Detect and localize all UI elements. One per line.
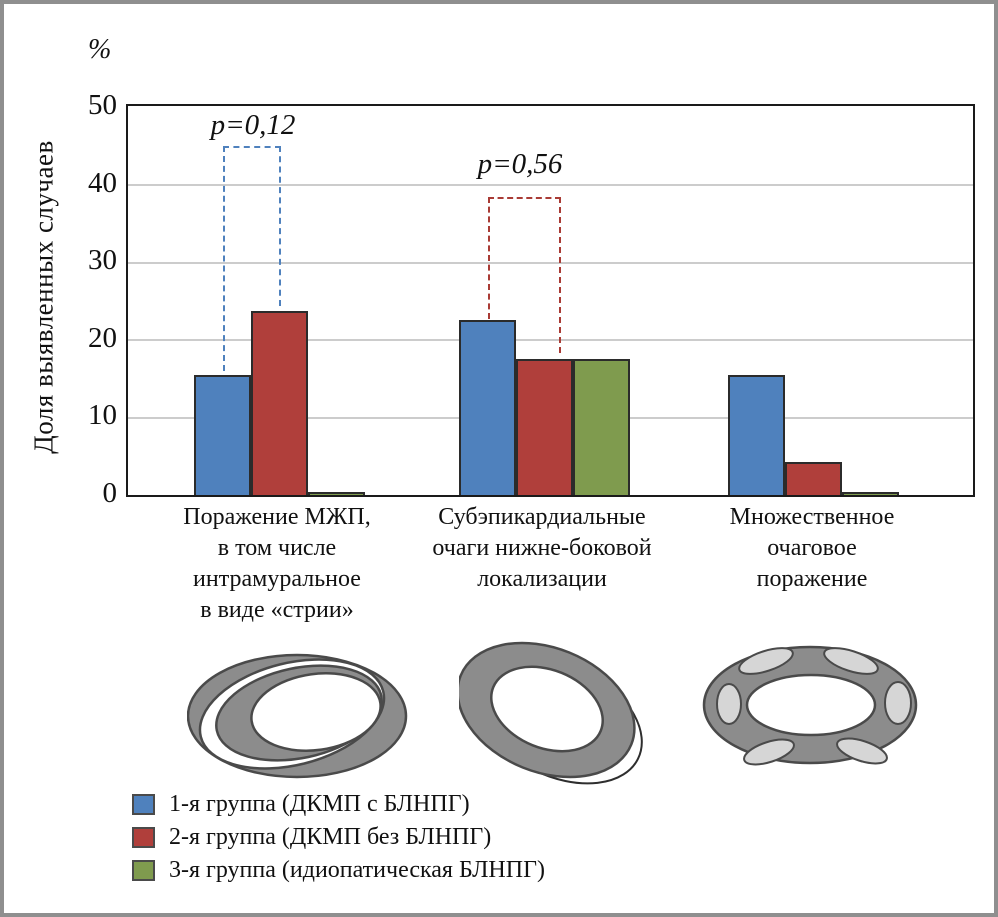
y-tick-0: 0: [102, 477, 118, 509]
bracket-1-right-leg: [279, 146, 281, 306]
y-tick-10: 10: [88, 399, 117, 431]
bar-series1-cat2: [459, 319, 516, 495]
legend-item-group2: 2-я группа (ДКМП без БЛНПГ): [132, 821, 545, 854]
legend-label-group3: 3-я группа (идиопатическая БЛНПГ): [169, 857, 545, 883]
y-tick-30: 30: [88, 244, 117, 276]
legend: 1-я группа (ДКМП с БЛНПГ) 2-я группа (ДК…: [132, 788, 545, 887]
y-tick-40: 40: [88, 167, 117, 199]
bracket-2-left-leg: [488, 197, 490, 319]
y-tick-20: 20: [88, 322, 117, 354]
bar-series2-cat3: [785, 461, 842, 495]
bracket-2-top: [488, 197, 561, 199]
septal-stria-diagram: [187, 653, 408, 779]
bar-series1-cat3: [728, 375, 785, 495]
bracket-1-top: [223, 146, 281, 148]
legend-item-group1: 1-я группа (ДКМП с БЛНПГ): [132, 788, 545, 821]
legend-swatch-group1: [132, 794, 155, 815]
bracket-1-left-leg: [223, 146, 225, 371]
legend-swatch-group2: [132, 827, 155, 848]
gridline-30: [128, 261, 973, 264]
multifocal-lesions-diagram: [702, 645, 918, 766]
bars-layer: [128, 106, 973, 495]
y-axis-unit: %: [88, 34, 112, 65]
legend-item-group3: 3-я группа (идиопатическая БЛНПГ): [132, 854, 545, 887]
p-value-1: p=0,12: [210, 109, 296, 141]
legend-swatch-group3: [132, 860, 155, 881]
gridline-20: [128, 339, 973, 342]
bar-series3-cat2: [573, 358, 630, 495]
bar-series3-cat1: [308, 491, 365, 495]
legend-label-group2: 2-я группа (ДКМП без БЛНПГ): [169, 824, 492, 850]
bar-series2-cat1: [251, 310, 308, 495]
bracket-2-right-leg: [559, 197, 561, 353]
gridline-40: [128, 183, 973, 186]
bar-series1-cat1: [194, 375, 251, 495]
category-label-2: Субэпикардиальные очаги нижне-боковой ло…: [432, 504, 652, 592]
legend-label-group1: 1-я группа (ДКМП с БЛНПГ): [169, 791, 470, 817]
p-value-2: p=0,56: [477, 148, 563, 180]
bar-series2-cat2: [516, 358, 573, 495]
category-label-3: Множественное очаговое поражение: [729, 504, 895, 592]
plot-area: p=0,12 p=0,56: [126, 104, 975, 497]
bar-series3-cat3: [842, 491, 899, 495]
subepicardial-foci-diagram: [459, 641, 643, 785]
category-label-1: Поражение МЖП, в том числе интрамурально…: [183, 504, 371, 623]
y-tick-50: 50: [88, 89, 117, 121]
